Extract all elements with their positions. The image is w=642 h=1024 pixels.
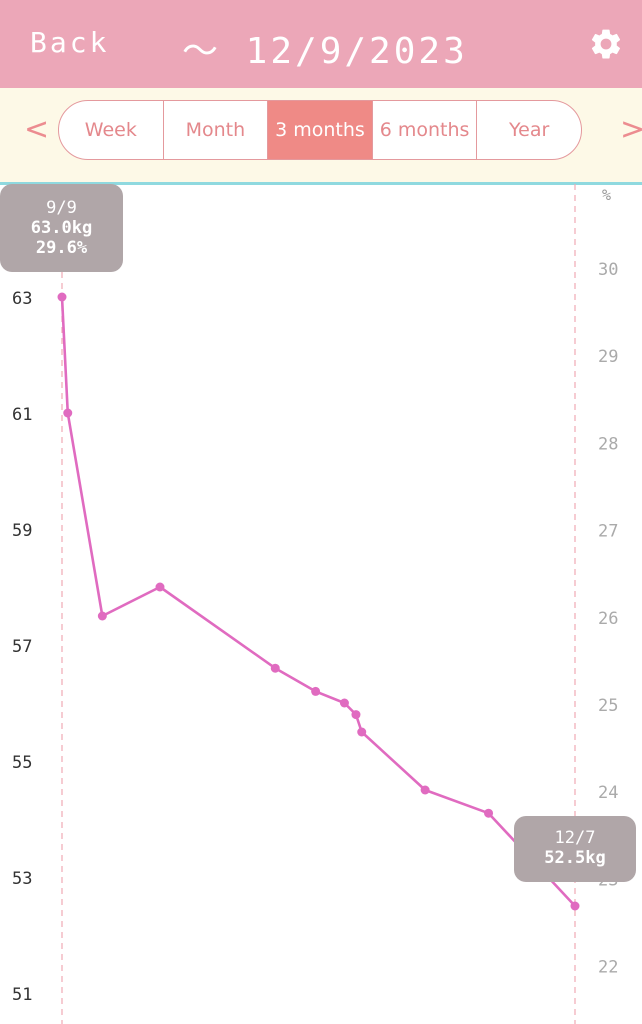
y-right-tick-label: 28: [598, 434, 618, 454]
y-right-unit-label: %: [602, 186, 611, 204]
y-right-tick-label: 30: [598, 260, 618, 280]
tab-month[interactable]: Month: [164, 101, 269, 159]
y-left-tick-label: 55: [12, 753, 32, 773]
data-point: [351, 710, 361, 720]
prev-arrow[interactable]: <: [24, 112, 50, 147]
app-header: Back 〜 12/9/2023: [0, 0, 642, 88]
y-left-tick-label: 63: [12, 289, 32, 309]
data-point: [311, 686, 321, 696]
y-left-tick-label: 57: [12, 637, 32, 657]
y-right-tick-label: 22: [598, 958, 618, 978]
data-point: [570, 901, 580, 911]
data-point: [357, 727, 367, 737]
next-arrow[interactable]: >: [620, 112, 642, 147]
data-point: [339, 698, 349, 708]
start-tooltip: 9/9 63.0kg 29.6%: [0, 184, 123, 272]
y-right-tick-label: 29: [598, 347, 618, 367]
start-fat: 29.6%: [35, 238, 88, 258]
data-point: [63, 408, 73, 418]
y-left-tick-label: 61: [12, 405, 32, 425]
data-point: [57, 292, 67, 302]
y-left-tick-label: 51: [12, 985, 32, 1005]
data-point: [155, 582, 165, 592]
tab-3-months[interactable]: 3 months: [268, 101, 373, 159]
data-point: [484, 808, 494, 818]
y-right-tick-label: 25: [598, 696, 618, 716]
y-right-tick-label: 26: [598, 609, 618, 629]
end-date: 12/7: [554, 828, 596, 848]
gear-icon[interactable]: [588, 26, 624, 62]
date-title: 〜 12/9/2023: [182, 31, 468, 72]
tab-6-months[interactable]: 6 months: [373, 101, 478, 159]
y-right-tick-label: 24: [598, 783, 618, 803]
data-point: [420, 785, 430, 795]
y-right-tick-label: 27: [598, 522, 618, 542]
end-weight: 52.5kg: [544, 848, 606, 868]
weight-series-line: [60, 296, 576, 907]
start-date: 9/9: [46, 198, 77, 218]
tab-year[interactable]: Year: [509, 119, 550, 141]
y-left-tick-label: 59: [12, 521, 32, 541]
start-weight: 63.0kg: [30, 218, 93, 238]
range-selector: Week Month 3 months 6 months Year: [58, 100, 582, 160]
tab-week[interactable]: Week: [59, 101, 164, 159]
back-button[interactable]: Back: [30, 26, 110, 59]
end-tooltip: 12/7 52.5kg: [514, 816, 636, 882]
data-point: [270, 663, 280, 673]
data-point: [97, 611, 107, 621]
y-left-tick-label: 53: [12, 869, 32, 889]
